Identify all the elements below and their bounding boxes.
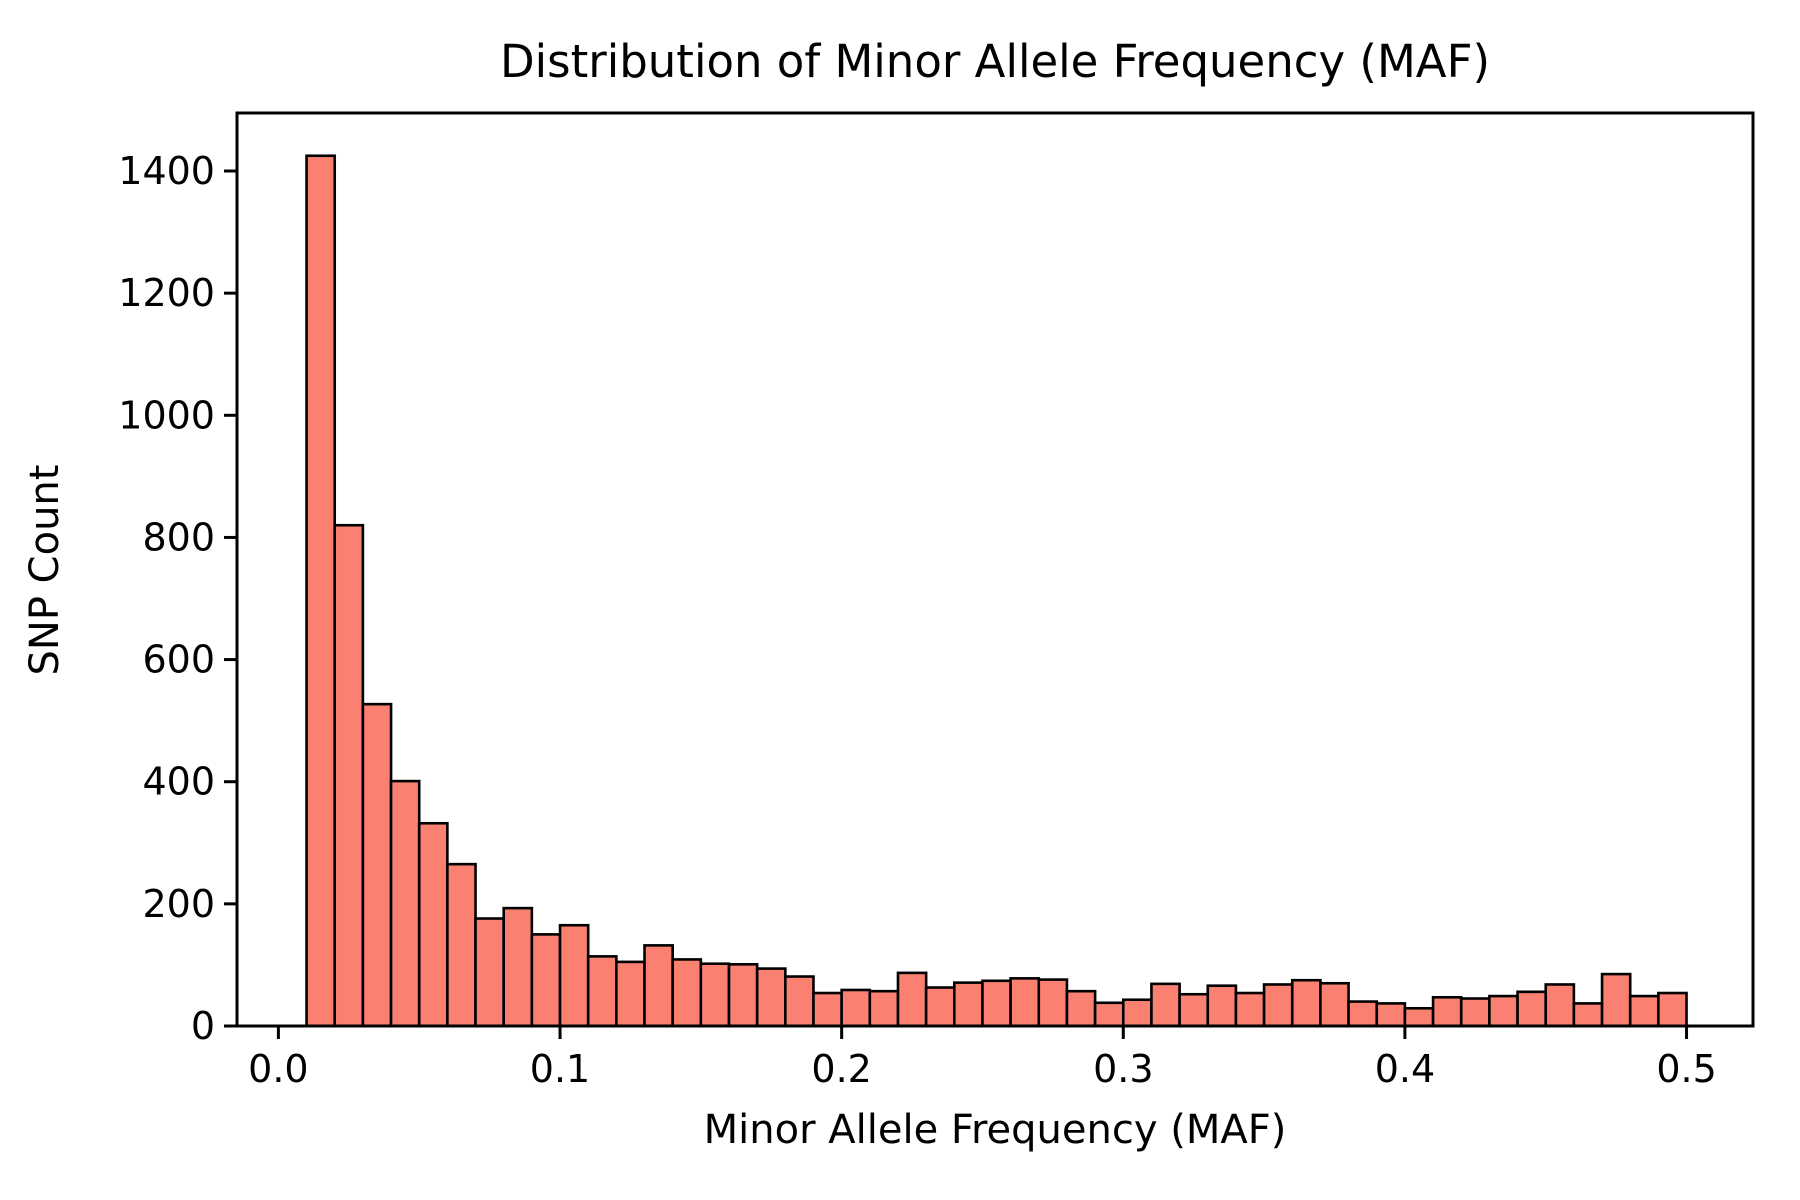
y-tick-label: 800 [142,515,215,559]
histogram-bar [1121,998,1153,1028]
histogram-bar [417,821,449,1028]
histogram-bar [868,989,900,1028]
histogram-bar [446,862,477,1028]
histogram-bar [755,967,787,1028]
x-tick-label: 0.4 [1375,1047,1435,1091]
x-tick-label: 0.5 [1656,1047,1716,1091]
histogram-bar [1600,972,1632,1028]
y-tick-label: 1000 [118,393,215,437]
x-tick-label: 0.3 [1093,1047,1153,1091]
histogram-bar [727,963,759,1028]
histogram-bar [1178,992,1210,1028]
x-axis-label: Minor Allele Frequency (MAF) [704,1107,1287,1153]
histogram-bar [896,971,928,1028]
y-tick-label: 200 [142,882,215,926]
histogram-bar [361,702,393,1028]
histogram-bars [305,154,1688,1028]
histogram-bar [981,979,1012,1028]
histogram-bar [305,154,337,1028]
histogram-bar [1628,994,1660,1028]
y-tick-label: 400 [142,760,215,804]
histogram-bar [1150,982,1181,1028]
histogram-bar [671,958,703,1028]
histogram-bar [1206,984,1238,1028]
x-tick-label: 0.1 [530,1047,590,1091]
histogram-bar [1657,991,1688,1028]
y-tick-label: 1200 [118,271,215,315]
y-tick-label: 1400 [118,149,215,193]
x-tick-label: 0.2 [811,1047,871,1091]
y-tick-label: 0 [191,1004,215,1048]
histogram-bar [615,960,646,1028]
histogram-bar [474,917,506,1028]
histogram-bar [530,933,562,1028]
histogram-bar [952,981,984,1028]
histogram-bar [1009,977,1041,1028]
histogram-bar [699,962,731,1028]
histogram-bar [1431,995,1463,1028]
y-axis-ticks: 0 200 400 600 800 1000 1200 1400 [118,149,237,1048]
histogram-bar [784,975,815,1028]
histogram-bar [1516,990,1548,1028]
histogram-bar [389,779,421,1028]
histogram-bar [1572,1002,1604,1028]
y-tick-label: 600 [142,638,215,682]
histogram-bar [1065,989,1097,1028]
histogram-bar [1093,1001,1125,1028]
histogram-bar [1290,978,1322,1028]
x-axis-ticks: 0.0 0.1 0.2 0.3 0.4 0.5 [248,1026,1717,1091]
x-tick-label: 0.0 [248,1047,308,1091]
chart-title: Distribution of Minor Allele Frequency (… [500,35,1490,88]
histogram-bar [1234,991,1266,1028]
histogram-bar [1347,1000,1379,1028]
histogram-bar [333,523,365,1028]
histogram-bar [924,986,956,1028]
histogram-bar [1262,983,1294,1028]
histogram-bar [1544,983,1576,1028]
y-axis-label: SNP Count [22,465,68,676]
histogram-bar [1459,997,1491,1028]
histogram-bar [1403,1006,1435,1028]
histogram-bar [586,955,618,1028]
histogram-bar [1375,1002,1407,1028]
histogram-bar [812,991,843,1028]
histogram-bar [502,906,534,1028]
histogram-bar [643,944,674,1028]
histogram-bar [1037,978,1069,1028]
histogram-bar [1488,994,1519,1028]
plot-frame [235,111,1755,1028]
histogram-bar [558,923,590,1028]
histogram-bar [840,988,872,1028]
histogram-bar [1319,981,1350,1028]
